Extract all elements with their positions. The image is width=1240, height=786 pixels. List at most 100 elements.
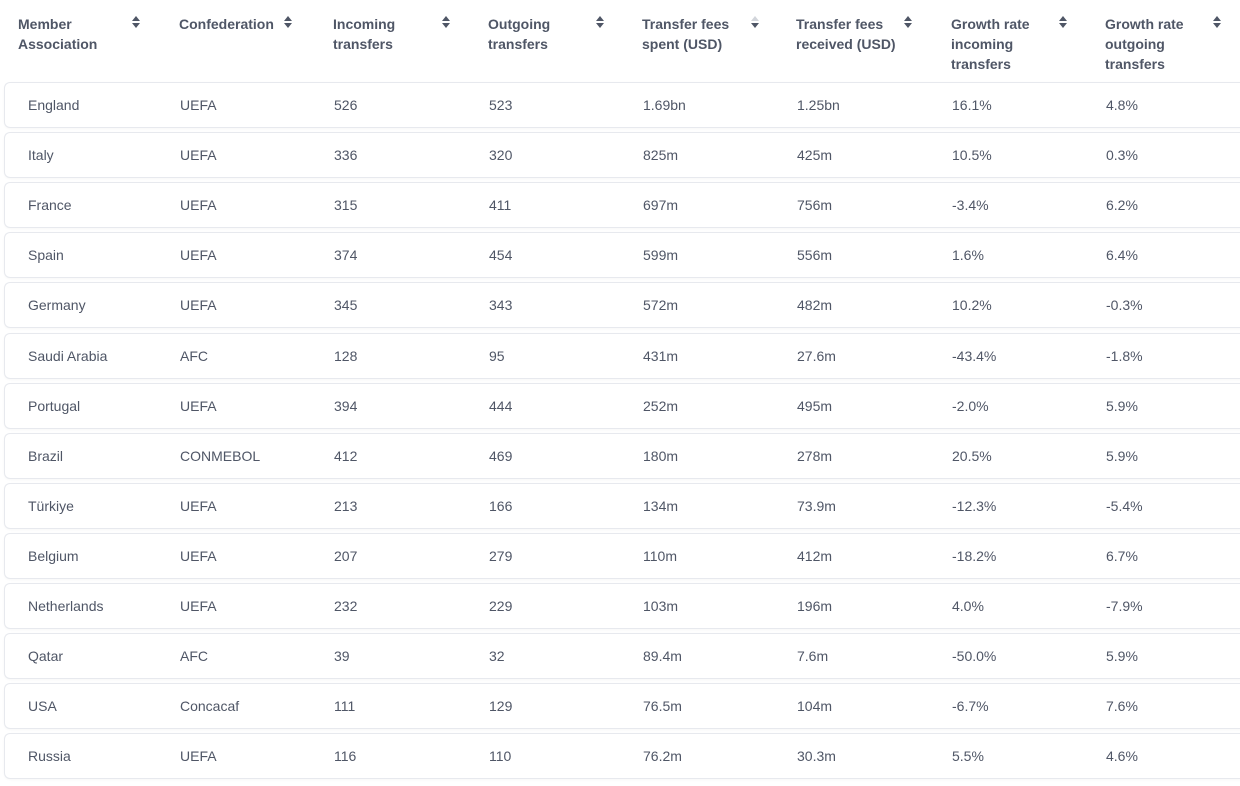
column-header-label: outgoing — [1105, 36, 1165, 52]
column-header-association[interactable]: Member Association — [18, 14, 97, 54]
cell-received: 412m — [797, 547, 833, 564]
cell-association: Russia — [28, 748, 71, 765]
cell-received: 495m — [797, 397, 833, 414]
cell-received: 27.6m — [797, 347, 836, 364]
cell-received: 104m — [797, 698, 833, 715]
cell-growth_out: 4.6% — [1106, 748, 1138, 765]
cell-incoming: 336 — [334, 147, 358, 164]
table-row[interactable]: Germany UEFA 345 343 572m 482m 10.2% -0.3% — [4, 282, 1240, 329]
cell-association: Türkiye — [28, 497, 74, 514]
sort-icon[interactable] — [441, 16, 451, 32]
cell-incoming: 39 — [334, 648, 350, 665]
column-header-spent[interactable]: Transfer fees spent (USD) — [642, 14, 729, 54]
cell-association: France — [28, 197, 72, 214]
table-row[interactable]: Saudi Arabia AFC 128 95 431m 27.6m -43.4% -1.8% — [4, 332, 1240, 379]
column-header-label: received (USD) — [796, 36, 896, 52]
cell-spent: 76.2m — [643, 748, 682, 765]
cell-outgoing: 110 — [489, 748, 512, 765]
table-row[interactable]: Italy UEFA 336 320 825m 425m 10.5% 0.3% — [4, 132, 1240, 179]
cell-spent: 110m — [643, 547, 677, 564]
cell-association: England — [28, 97, 80, 113]
cell-received: 556m — [797, 247, 833, 264]
cell-outgoing: 469 — [489, 447, 513, 464]
cell-outgoing: 166 — [489, 497, 513, 514]
cell-association: Germany — [28, 297, 86, 314]
cell-spent: 180m — [643, 447, 679, 464]
cell-incoming: 412 — [334, 447, 358, 464]
cell-growth_in: -6.7% — [952, 698, 989, 715]
cell-growth_in: -12.3% — [952, 497, 997, 514]
cell-growth_in: 10.2% — [952, 297, 992, 314]
column-header-label: Growth rate — [951, 16, 1030, 32]
cell-received: 756m — [797, 197, 833, 214]
column-header-received[interactable]: Transfer fees received (USD) — [796, 14, 896, 54]
cell-association: Netherlands — [28, 598, 104, 614]
cell-association: USA — [28, 698, 57, 715]
cell-association: Italy — [28, 147, 54, 164]
sort-icon[interactable] — [1212, 16, 1222, 32]
cell-spent: 825m — [643, 147, 679, 164]
cell-growth_in: 10.5% — [952, 147, 992, 164]
table-row[interactable]: France UEFA 315 411 697m 756m -3.4% 6.2% — [4, 182, 1240, 229]
sort-icon[interactable] — [283, 16, 293, 32]
cell-association: Qatar — [28, 648, 64, 665]
column-header-label: Transfer fees — [642, 16, 730, 32]
cell-outgoing: 411 — [489, 197, 512, 214]
column-header-incoming[interactable]: Incoming transfers — [333, 14, 395, 54]
cell-growth_in: -50.0% — [952, 648, 997, 665]
cell-incoming: 116 — [334, 748, 357, 765]
cell-received: 1.25bn — [797, 97, 840, 113]
sort-icon[interactable] — [131, 16, 141, 32]
cell-confederation: UEFA — [180, 497, 217, 514]
cell-confederation: UEFA — [180, 297, 217, 314]
column-header-growth_out[interactable]: Growth rate outgoing transfers — [1105, 14, 1184, 74]
sort-icon[interactable] — [1058, 16, 1068, 32]
cell-association: Belgium — [28, 547, 79, 564]
cell-growth_out: -0.3% — [1106, 297, 1143, 314]
sort-icon[interactable] — [750, 16, 760, 32]
table-row[interactable]: Portugal UEFA 394 444 252m 495m -2.0% 5.9% — [4, 382, 1240, 429]
table-row[interactable]: Qatar AFC 39 32 89.4m 7.6m -50.0% 5.9% — [4, 633, 1240, 680]
sort-icon[interactable] — [903, 16, 913, 32]
column-header-label: transfers — [488, 36, 548, 52]
column-header-label: transfers — [1105, 56, 1165, 72]
cell-confederation: UEFA — [180, 147, 217, 164]
sort-icon[interactable] — [595, 16, 605, 32]
cell-confederation: UEFA — [180, 247, 217, 264]
column-header-outgoing[interactable]: Outgoing transfers — [488, 14, 550, 54]
cell-received: 278m — [797, 447, 833, 464]
table-row[interactable]: Belgium UEFA 207 279 110m 412m -18.2% 6.7% — [4, 532, 1240, 579]
cell-confederation: CONMEBOL — [180, 447, 261, 464]
cell-association: Brazil — [28, 447, 64, 464]
cell-confederation: Concacaf — [180, 698, 240, 715]
column-header-confederation[interactable]: Confederation — [179, 14, 274, 34]
cell-growth_out: -5.4% — [1106, 497, 1143, 514]
table-row[interactable]: USA Concacaf 111 129 76.5m 104m -6.7% 7.6% — [4, 683, 1240, 730]
cell-growth_out: -7.9% — [1106, 598, 1143, 614]
cell-growth_in: -3.4% — [952, 197, 989, 214]
column-header-label: spent (USD) — [642, 36, 723, 52]
table-row[interactable]: Türkiye UEFA 213 166 134m 73.9m -12.3% -5.4% — [4, 482, 1240, 529]
table-row[interactable]: Spain UEFA 374 454 599m 556m 1.6% 6.4% — [4, 232, 1240, 279]
cell-spent: 431m — [643, 347, 679, 364]
cell-growth_in: 4.0% — [952, 598, 984, 614]
column-header-growth_in[interactable]: Growth rate incoming transfers — [951, 14, 1030, 74]
column-header-label: Outgoing — [488, 16, 551, 32]
cell-spent: 252m — [643, 397, 679, 414]
cell-spent: 572m — [643, 297, 679, 314]
table-row[interactable]: Netherlands UEFA 232 229 103m 196m 4.0% -7.9% — [4, 583, 1240, 629]
table-row[interactable]: Brazil CONMEBOL 412 469 180m 278m 20.5% 5.9% — [4, 432, 1240, 479]
cell-growth_in: -43.4% — [952, 347, 997, 364]
column-header-label: transfers — [951, 56, 1011, 72]
cell-incoming: 213 — [334, 497, 358, 514]
cell-confederation: AFC — [180, 648, 208, 665]
cell-spent: 697m — [643, 197, 679, 214]
cell-confederation: UEFA — [180, 197, 217, 214]
cell-growth_in: 5.5% — [952, 748, 984, 765]
cell-incoming: 207 — [334, 547, 358, 564]
cell-outgoing: 229 — [489, 598, 513, 614]
table-row[interactable]: Russia UEFA 116 110 76.2m 30.3m 5.5% 4.6% — [4, 733, 1240, 780]
cell-outgoing: 444 — [489, 397, 513, 414]
table-row[interactable]: England UEFA 526 523 1.69bn 1.25bn 16.1% 4.8% — [4, 82, 1240, 128]
